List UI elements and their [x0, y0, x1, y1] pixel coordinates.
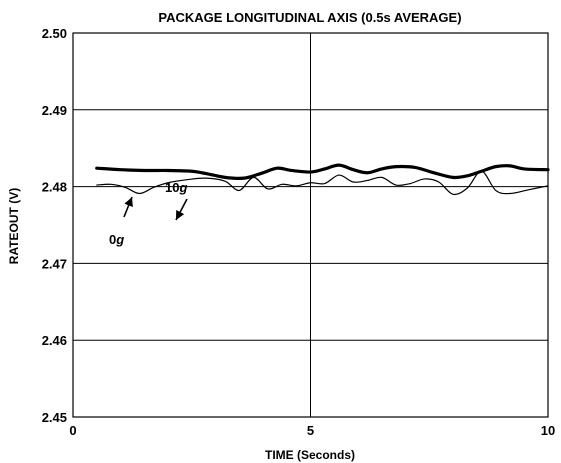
x-axis-label: TIME (Seconds) — [265, 448, 355, 462]
annotation-arrowhead-10g — [176, 209, 185, 220]
y-tick-label: 2.48 — [42, 180, 67, 195]
annotation-label-0g: 0g — [109, 232, 124, 247]
series-line-10g — [95, 163, 550, 181]
chart-title: PACKAGE LONGITUDINAL AXIS (0.5s AVERAGE) — [158, 10, 461, 25]
x-tick-label: 0 — [69, 423, 76, 438]
y-tick-label: 2.46 — [42, 333, 67, 348]
x-tick-label: 10 — [541, 423, 555, 438]
y-tick-label: 2.49 — [42, 103, 67, 118]
annotation-label-10g: 10g — [165, 180, 187, 195]
y-tick-label: 2.50 — [42, 26, 67, 41]
series-layer — [95, 163, 550, 196]
grid — [73, 33, 548, 417]
series-line-0g — [96, 170, 549, 196]
x-tick-label: 5 — [307, 423, 314, 438]
tick-labels: 2.45 2.46 2.47 2.48 2.49 2.50 0 5 10 — [42, 26, 556, 438]
y-tick-label: 2.47 — [42, 256, 67, 271]
annotation-arrowhead-0g — [124, 197, 133, 208]
plot-frame — [72, 32, 549, 418]
annotations: 10g 0g — [109, 180, 188, 247]
y-tick-label: 2.45 — [42, 410, 67, 425]
y-axis-label: RATEOUT (V) — [7, 188, 21, 264]
